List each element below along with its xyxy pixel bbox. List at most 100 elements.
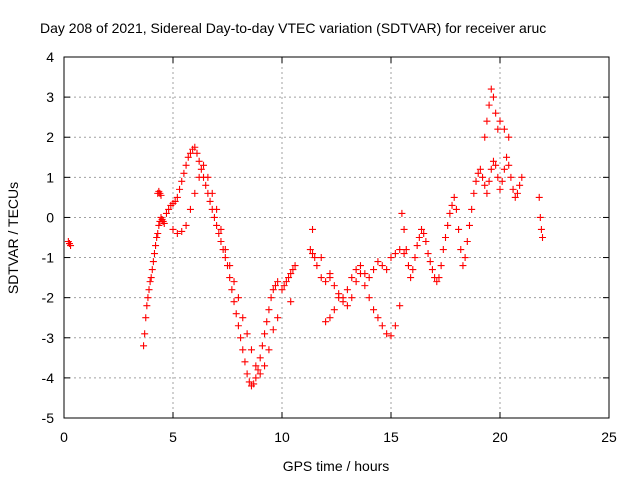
data-point — [476, 165, 484, 173]
data-point — [313, 262, 321, 270]
y-axis-title: SDTVAR / TECUs — [5, 182, 21, 294]
data-point — [232, 310, 240, 318]
data-point — [483, 117, 491, 125]
data-point — [140, 342, 148, 350]
data-point — [391, 322, 399, 330]
data-point — [383, 330, 391, 338]
data-point — [404, 262, 412, 270]
data-point — [348, 274, 356, 282]
data-point — [182, 161, 190, 169]
y-tick-label: 0 — [46, 209, 54, 225]
data-point — [343, 302, 351, 310]
data-point — [289, 266, 297, 274]
data-point — [274, 314, 282, 322]
data-point — [398, 209, 406, 217]
data-point — [356, 262, 364, 270]
data-point — [418, 225, 426, 233]
data-point — [230, 278, 238, 286]
chart-title: Day 208 of 2021, Sidereal Day-to-day VTE… — [40, 20, 546, 36]
data-point — [505, 161, 513, 169]
data-point — [245, 378, 253, 386]
data-point — [470, 189, 478, 197]
data-point — [507, 173, 515, 181]
data-point — [492, 109, 500, 117]
y-tick-label: -5 — [42, 410, 55, 426]
data-point — [282, 278, 290, 286]
data-point — [202, 181, 210, 189]
data-point — [539, 234, 547, 241]
data-point — [148, 266, 156, 274]
data-point — [309, 225, 317, 233]
data-point — [173, 193, 181, 201]
data-point — [178, 227, 186, 235]
data-point — [226, 274, 234, 282]
data-point — [459, 262, 467, 270]
data-point — [365, 274, 373, 282]
data-point — [191, 189, 199, 197]
data-point — [200, 161, 208, 169]
data-point — [335, 294, 343, 302]
data-point — [424, 250, 432, 258]
data-point — [326, 274, 334, 282]
data-point — [67, 242, 75, 250]
data-point — [150, 250, 158, 258]
data-point — [361, 282, 369, 290]
data-point — [165, 205, 173, 213]
data-point — [463, 238, 471, 246]
data-point — [195, 157, 203, 165]
data-point — [481, 181, 489, 189]
data-point — [485, 177, 493, 185]
data-point — [243, 370, 251, 378]
data-point — [278, 286, 286, 294]
data-point — [263, 318, 271, 326]
y-tick-labels: -5 -4 -3 -2 -1 0 1 2 3 4 — [42, 49, 55, 426]
x-tick-label: 15 — [383, 429, 399, 445]
data-point — [160, 219, 168, 227]
data-point — [422, 238, 430, 246]
data-point — [252, 362, 260, 370]
data-point — [446, 209, 454, 217]
y-tick-label: -1 — [42, 250, 55, 266]
data-point — [489, 157, 497, 165]
data-point — [439, 246, 447, 254]
data-point — [247, 346, 255, 354]
data-point — [352, 266, 360, 274]
data-point — [269, 286, 277, 294]
data-point — [420, 229, 428, 237]
data-point — [387, 332, 395, 340]
y-tick-label: 4 — [46, 49, 54, 65]
data-point — [391, 250, 399, 258]
data-point — [180, 169, 188, 177]
data-point — [415, 234, 423, 241]
data-point — [241, 358, 249, 366]
data-point — [339, 298, 347, 306]
data-point — [496, 117, 504, 125]
data-point — [287, 270, 295, 278]
data-point — [356, 270, 364, 278]
data-point — [204, 173, 212, 181]
data-point — [378, 322, 386, 330]
data-point — [496, 185, 504, 193]
data-point — [444, 221, 452, 229]
data-point — [145, 286, 153, 294]
data-point — [234, 294, 242, 302]
data-point — [378, 262, 386, 270]
data-point — [228, 286, 236, 294]
data-point — [370, 266, 378, 274]
data-point — [256, 354, 264, 362]
data-point — [513, 189, 521, 197]
data-point — [396, 246, 404, 254]
data-point — [509, 185, 517, 193]
data-point — [162, 209, 170, 217]
data-point — [511, 193, 519, 201]
data-point — [492, 161, 500, 169]
data-point — [407, 274, 415, 282]
data-point — [186, 205, 194, 213]
y-tick-label: -2 — [42, 290, 55, 306]
data-point — [147, 274, 155, 282]
data-point — [157, 191, 165, 199]
data-point — [154, 229, 162, 237]
data-point — [267, 294, 275, 302]
data-point — [474, 169, 482, 177]
